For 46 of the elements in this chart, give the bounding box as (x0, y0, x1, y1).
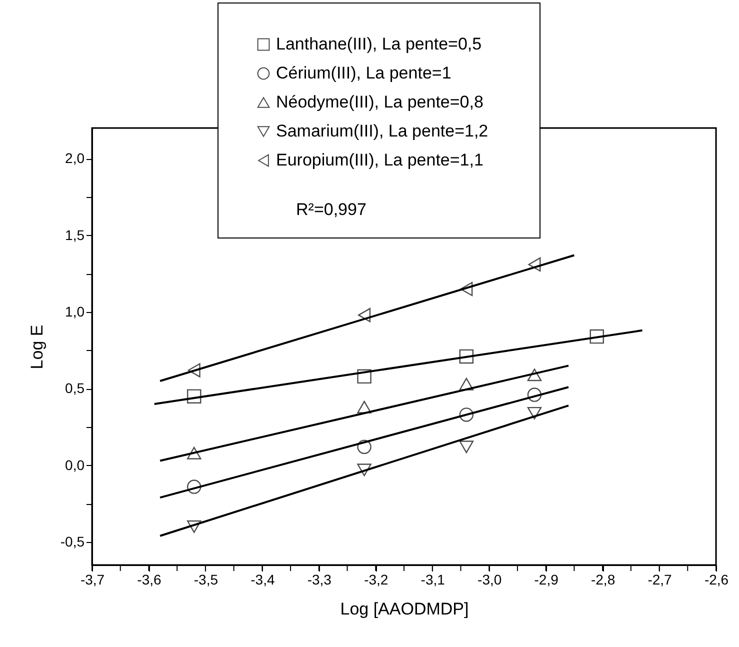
legend-label: Lanthane(III), La pente=0,5 (276, 34, 482, 54)
point (459, 440, 474, 454)
annotation: R²=0,997 (296, 200, 366, 219)
legend-label: Samarium(III), La pente=1,2 (276, 122, 488, 140)
x-tick-label: -2,9 (534, 572, 559, 588)
point (460, 282, 473, 296)
x-tick-label: -3,2 (364, 572, 388, 588)
y-tick-label: 2,0 (65, 150, 85, 166)
point (186, 520, 202, 533)
x-tick-label: -2,8 (590, 572, 616, 588)
point (357, 464, 372, 476)
x-tick-label: -3,5 (194, 572, 218, 588)
x-tick-label: -3,3 (307, 572, 332, 588)
legend-label: Cérium(III), La pente=1 (276, 64, 452, 82)
y-tick-label: 0,5 (65, 380, 85, 396)
point (358, 308, 371, 322)
x-tick-label: -3,6 (137, 572, 162, 588)
y-tick-label: 1,0 (65, 304, 85, 320)
x-tick-label: -2,7 (648, 572, 672, 588)
point (459, 378, 474, 390)
point (186, 480, 202, 494)
point (459, 349, 474, 364)
x-tick-label: -3,1 (420, 572, 446, 588)
point (459, 408, 474, 422)
point (590, 329, 604, 344)
point (188, 363, 200, 378)
point (528, 257, 541, 272)
x-tick-label: -3,0 (478, 572, 502, 588)
x-axis-title: Log [AAODMDP] (340, 600, 469, 618)
y-tick-label: -0,5 (60, 534, 85, 550)
x-tick-label: -2,6 (704, 572, 729, 588)
y-tick-label: 0,0 (65, 456, 85, 473)
point (527, 406, 542, 420)
x-tick-label: -3,4 (250, 572, 275, 588)
legend-label: Néodyme(III), La pente=0,8 (276, 92, 484, 112)
y-axis-title: Log E (27, 324, 46, 370)
point (527, 388, 542, 402)
point (186, 446, 202, 460)
point (357, 400, 372, 414)
legend-label: Europium(III), La pente=1,1 (276, 150, 484, 170)
point (357, 369, 372, 384)
point (527, 368, 542, 382)
point (357, 440, 372, 454)
x-tick-label: -3,7 (80, 572, 105, 588)
y-tick-label: 1,5 (65, 226, 85, 243)
point (186, 389, 202, 404)
